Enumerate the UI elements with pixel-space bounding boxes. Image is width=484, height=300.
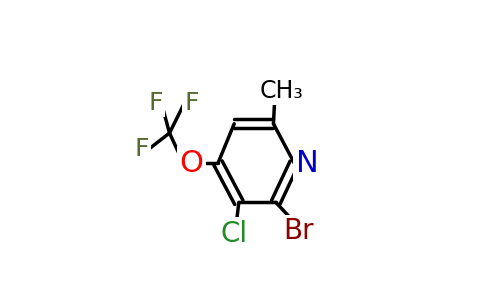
Text: O: O [180, 148, 203, 178]
Text: N: N [296, 148, 318, 178]
Text: F: F [149, 91, 163, 115]
Text: Br: Br [284, 217, 314, 245]
Text: F: F [184, 91, 199, 115]
Text: CH₃: CH₃ [259, 80, 303, 103]
Text: Cl: Cl [221, 220, 248, 248]
Text: F: F [135, 137, 149, 161]
